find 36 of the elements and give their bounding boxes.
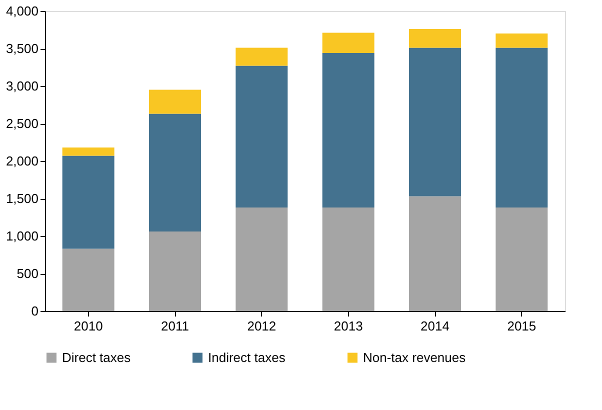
bar [236, 66, 288, 208]
y-tick-label: 500 [16, 266, 38, 281]
y-tick-label: 3,500 [6, 41, 38, 56]
y-tick-label: 2,000 [6, 154, 38, 168]
bar [409, 196, 461, 311]
bar [62, 248, 114, 311]
x-tick-label: 2010 [74, 318, 103, 334]
x-tick-label: 2012 [247, 318, 276, 334]
legend-label: Direct taxes [62, 350, 132, 365]
legend-label: Non-tax revenues [363, 350, 466, 365]
y-tick-label: 4,000 [6, 4, 38, 18]
bar [496, 208, 548, 311]
bar [62, 156, 114, 249]
y-tick-label: 1,500 [6, 191, 38, 206]
bar [322, 32, 374, 53]
bar [496, 34, 548, 48]
x-tick-label: 2015 [507, 318, 536, 334]
bar [149, 114, 201, 232]
bar [409, 48, 461, 196]
y-tick-label: 0 [31, 304, 38, 318]
y-tick-label: 1,000 [6, 228, 38, 244]
bar [236, 208, 288, 311]
legend-label: Indirect taxes [208, 350, 286, 365]
bar [322, 53, 374, 208]
bar [149, 90, 201, 114]
bar [149, 232, 201, 311]
bar [62, 148, 114, 156]
bar [496, 48, 548, 208]
x-tick-label: 2014 [420, 318, 450, 334]
bar [409, 29, 461, 48]
bar [236, 48, 288, 66]
y-tick-label: 3,000 [6, 78, 38, 94]
x-tick-label: 2011 [161, 318, 189, 334]
x-tick-label: 2013 [334, 318, 363, 334]
y-tick-label: 2,500 [6, 116, 38, 131]
bar [322, 208, 374, 311]
